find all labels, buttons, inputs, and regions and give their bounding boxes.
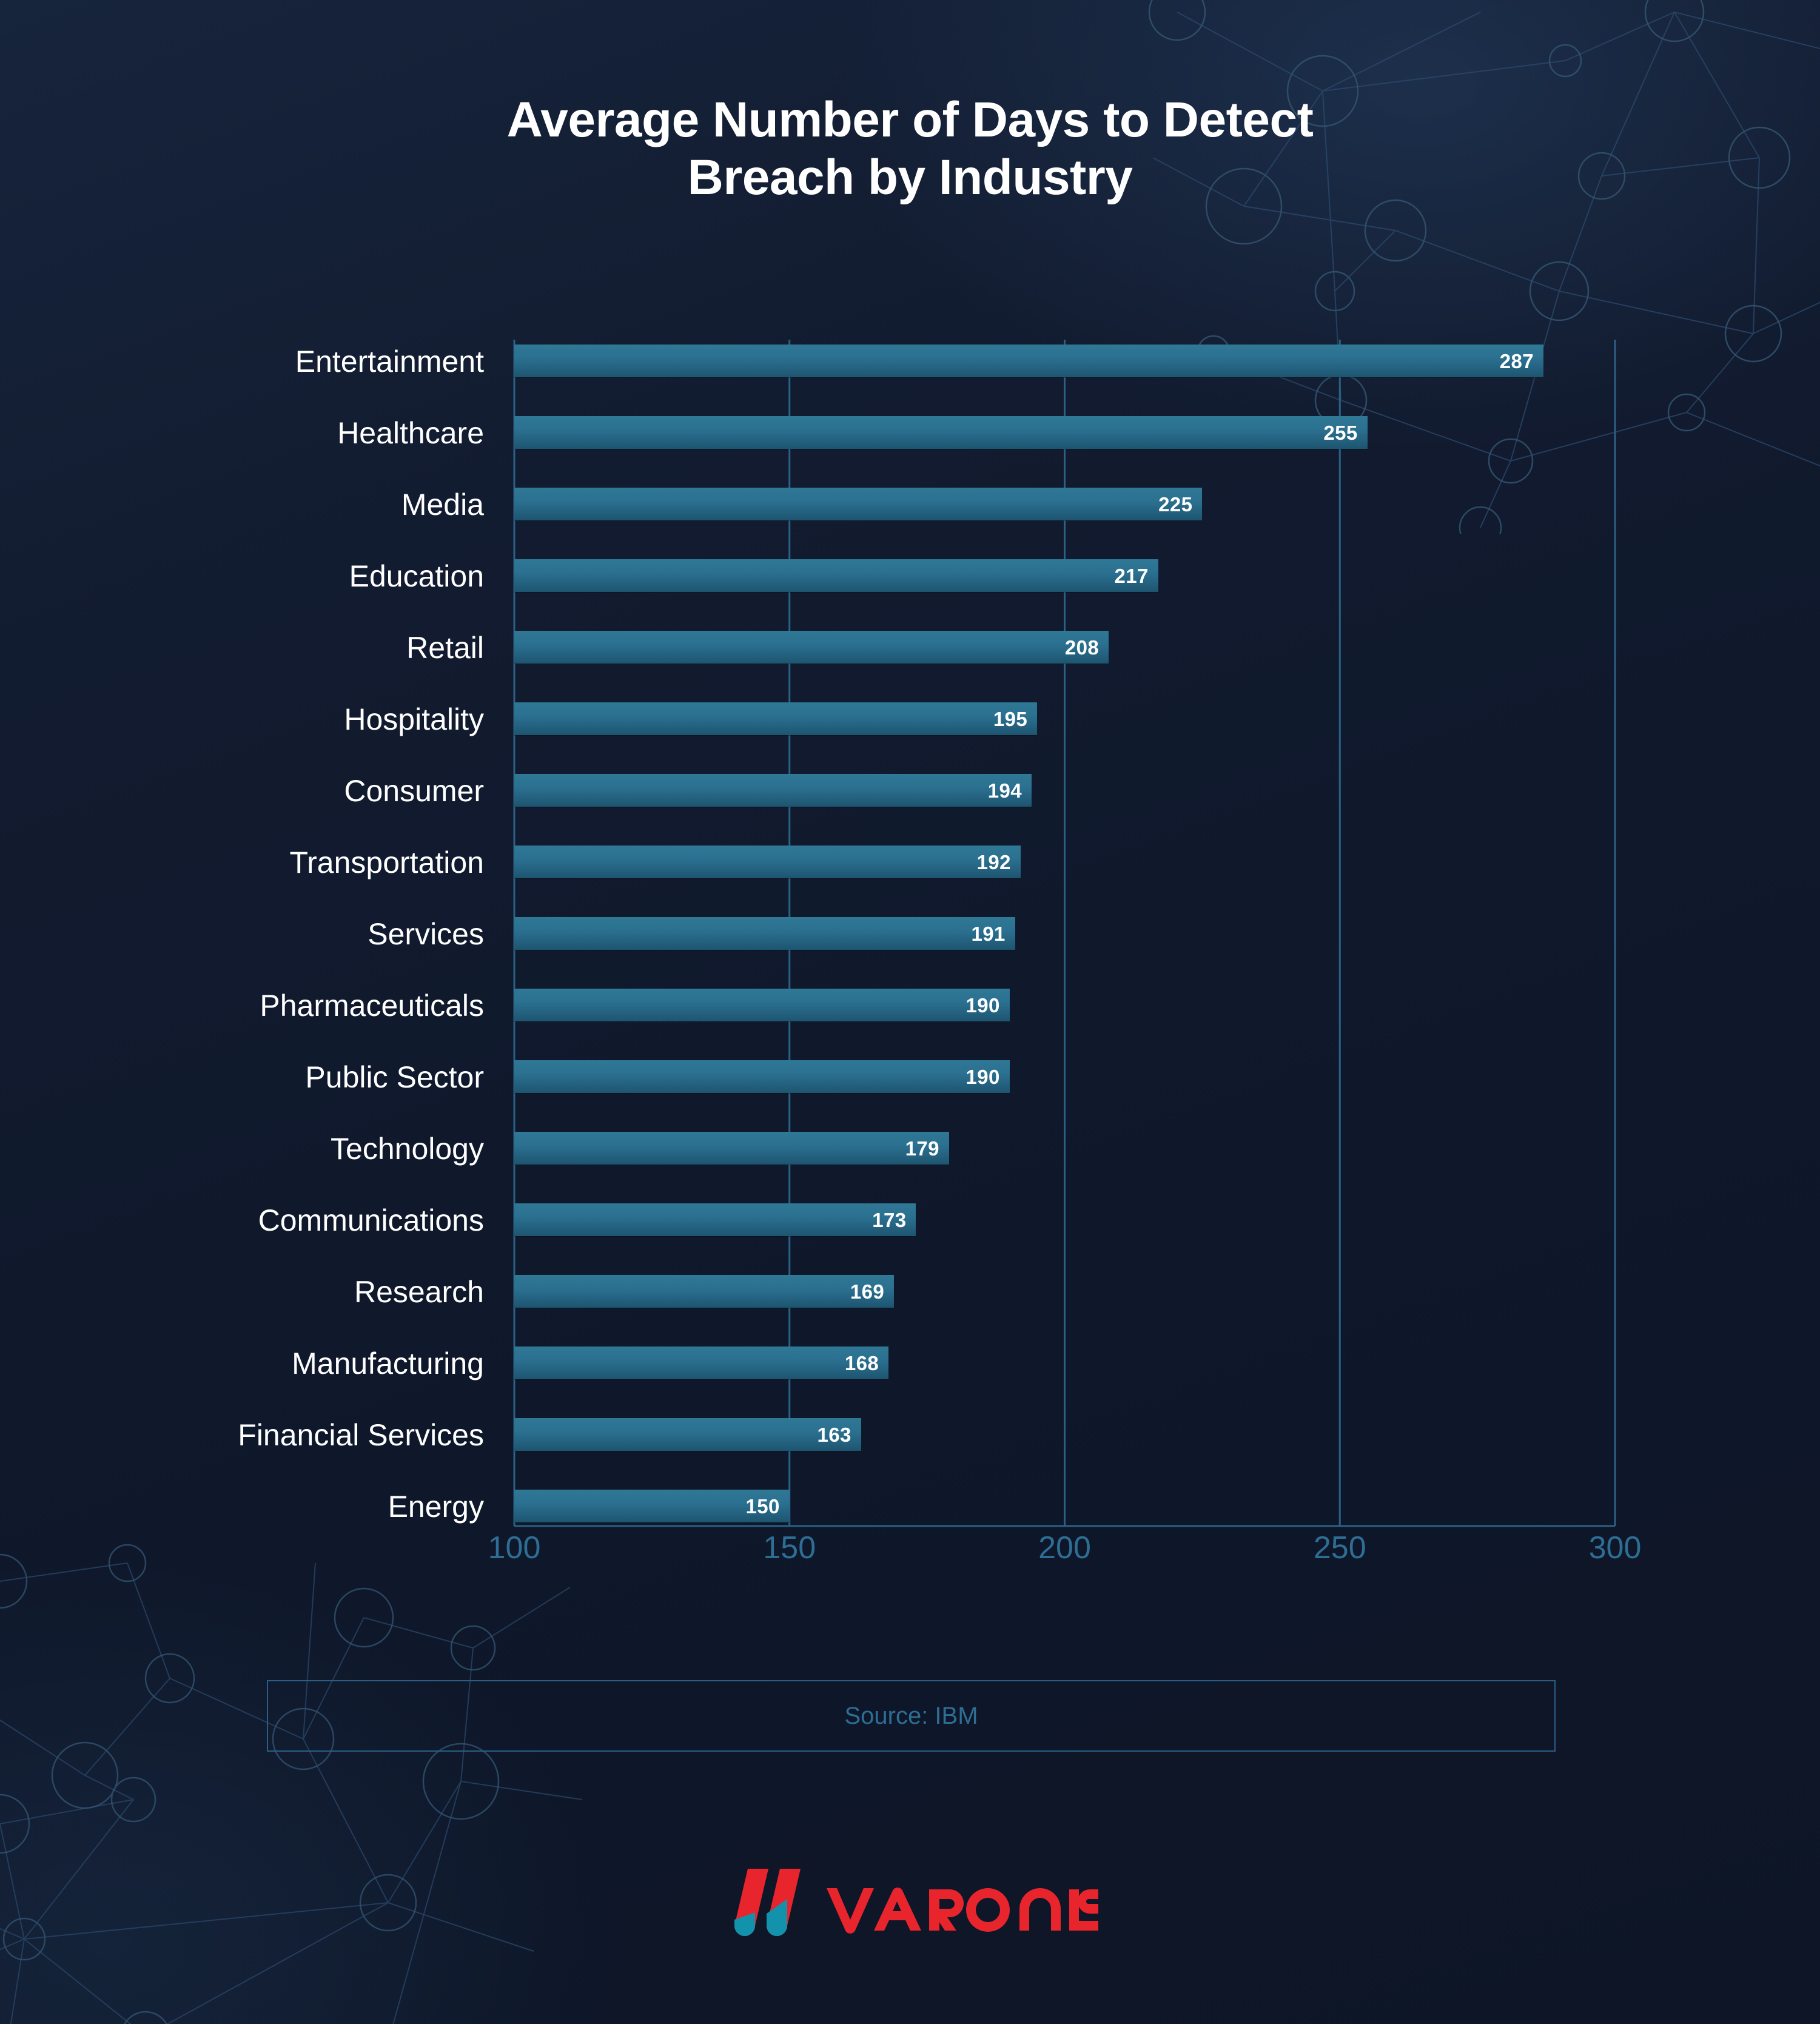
- bar-value-label: 179: [905, 1137, 939, 1160]
- bar-row: Manufacturing 168: [0, 1342, 1820, 1413]
- x-axis-ticks: 100 150 200 250 300: [0, 1530, 1820, 1584]
- bar-row: Healthcare 255: [0, 411, 1820, 483]
- bar: 287: [514, 345, 1544, 377]
- varonis-logo-mark: [734, 1869, 801, 1936]
- bar-value-label: 194: [987, 779, 1022, 802]
- bar: 169: [514, 1275, 895, 1308]
- varonis-logo: [734, 1869, 1098, 1936]
- bar-row: Communications 173: [0, 1199, 1820, 1270]
- bar: 168: [514, 1347, 889, 1379]
- bar-row: Transportation 192: [0, 841, 1820, 912]
- title-line-1: Average Number of Days to Detect: [506, 92, 1314, 147]
- bar-row: Services 191: [0, 912, 1820, 984]
- bar-category-label: Services: [368, 917, 484, 951]
- bar-row: Energy 150: [0, 1485, 1820, 1556]
- bar-value-label: 192: [976, 851, 1011, 873]
- bar-category-label: Media: [401, 488, 484, 522]
- bar: 225: [514, 488, 1203, 520]
- bar-row: Technology 179: [0, 1127, 1820, 1199]
- bar-category-label: Research: [354, 1275, 484, 1309]
- bar-row: Retail 208: [0, 626, 1820, 698]
- bar-category-label: Energy: [388, 1490, 484, 1524]
- bar: 217: [514, 559, 1158, 592]
- bar-row: Research 169: [0, 1270, 1820, 1342]
- bar-category-label: Public Sector: [305, 1060, 484, 1094]
- bar-value-label: 255: [1323, 422, 1358, 444]
- bar-value-label: 168: [844, 1352, 879, 1374]
- page-title: Average Number of Days to Detect Breach …: [0, 91, 1820, 206]
- bar: 192: [514, 846, 1021, 878]
- bar-value-label: 190: [965, 994, 1000, 1017]
- bar: 208: [514, 631, 1109, 664]
- bar-category-label: Technology: [331, 1132, 484, 1166]
- x-axis-tick-label: 250: [1313, 1530, 1366, 1565]
- bar-category-label: Transportation: [289, 846, 484, 879]
- bar-value-label: 195: [993, 708, 1028, 730]
- bar-value-label: 287: [1499, 350, 1534, 372]
- title-line-2: Breach by Industry: [687, 150, 1133, 206]
- bar-row: Hospitality 195: [0, 698, 1820, 769]
- network-decoration-bottom-left: [0, 1544, 583, 2024]
- bar-value-label: 190: [965, 1066, 1000, 1088]
- bar-row: Media 225: [0, 483, 1820, 554]
- bar: 255: [514, 416, 1368, 449]
- bar-category-label: Financial Services: [238, 1418, 484, 1452]
- bar-value-label: 191: [971, 923, 1006, 945]
- bar: 190: [514, 989, 1010, 1021]
- bar-row: Entertainment 287: [0, 340, 1820, 411]
- bar: 173: [514, 1203, 916, 1236]
- bar-category-label: Retail: [406, 631, 484, 665]
- bar: 195: [514, 702, 1038, 735]
- bar: 179: [514, 1132, 949, 1165]
- x-axis-tick-label: 100: [488, 1530, 541, 1565]
- bar-category-label: Entertainment: [295, 345, 484, 378]
- bar-category-label: Consumer: [344, 774, 484, 808]
- bar-category-label: Communications: [258, 1203, 484, 1237]
- bar-row: Education 217: [0, 554, 1820, 626]
- bar-value-label: 173: [872, 1209, 907, 1231]
- source-label: Source: IBM: [844, 1702, 978, 1729]
- bar: 163: [514, 1418, 861, 1451]
- x-axis-tick-label: 150: [763, 1530, 816, 1565]
- bar-category-label: Healthcare: [337, 416, 484, 450]
- bar-row: Financial Services 163: [0, 1413, 1820, 1485]
- bar-category-label: Manufacturing: [292, 1347, 484, 1380]
- bar: 190: [514, 1060, 1010, 1093]
- bar-value-label: 150: [745, 1495, 780, 1518]
- bar-row: Pharmaceuticals 190: [0, 984, 1820, 1055]
- bar-value-label: 225: [1158, 493, 1193, 516]
- x-axis-tick-label: 200: [1038, 1530, 1091, 1565]
- bar-row: Consumer 194: [0, 769, 1820, 841]
- bar-chart: Entertainment 287 Healthcare 255 Media 225 Edu…: [0, 340, 1820, 1565]
- bar-category-label: Pharmaceuticals: [260, 989, 484, 1023]
- varonis-wordmark: [826, 1888, 1098, 1934]
- bar: 150: [514, 1490, 790, 1522]
- bar-rows: Entertainment 287 Healthcare 255 Media 225 Edu…: [0, 340, 1820, 1556]
- source-box: Source: IBM: [267, 1680, 1556, 1752]
- bar: 194: [514, 774, 1032, 807]
- bar-value-label: 217: [1114, 565, 1149, 587]
- bar-category-label: Education: [349, 559, 484, 593]
- bar: 191: [514, 917, 1015, 950]
- bar-category-label: Hospitality: [344, 702, 484, 736]
- x-axis-tick-label: 300: [1588, 1530, 1642, 1565]
- bar-row: Public Sector 190: [0, 1055, 1820, 1127]
- bar-value-label: 169: [850, 1280, 885, 1303]
- bar-value-label: 208: [1064, 636, 1100, 659]
- bar-value-label: 163: [817, 1424, 851, 1446]
